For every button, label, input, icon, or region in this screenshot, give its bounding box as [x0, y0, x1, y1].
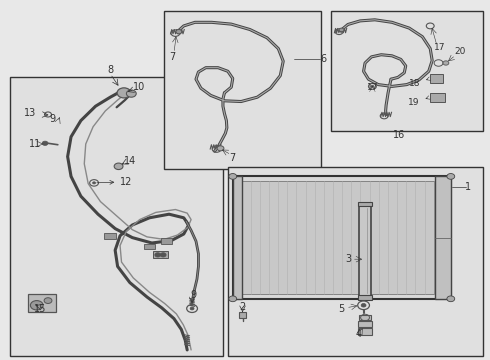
Circle shape [155, 253, 161, 257]
Text: 1: 1 [465, 182, 471, 192]
Bar [430, 93, 445, 102]
Bar [161, 238, 172, 244]
Circle shape [190, 307, 194, 310]
Bar [28, 294, 56, 312]
Text: 7: 7 [170, 52, 175, 62]
Circle shape [339, 28, 344, 32]
Bar [359, 204, 371, 297]
Circle shape [447, 174, 455, 179]
Circle shape [44, 298, 52, 303]
Circle shape [30, 301, 43, 310]
Text: 6: 6 [321, 54, 327, 64]
Circle shape [42, 141, 48, 145]
Text: 13: 13 [24, 108, 36, 118]
Text: 7: 7 [230, 153, 236, 163]
Text: 10: 10 [132, 82, 145, 93]
Bar [228, 167, 483, 356]
Text: 15: 15 [34, 304, 47, 314]
Bar [358, 295, 372, 300]
Circle shape [361, 303, 366, 307]
Bar [359, 315, 371, 320]
Text: 16: 16 [393, 130, 405, 140]
Bar [153, 251, 168, 258]
Bar [435, 176, 451, 299]
Circle shape [217, 146, 224, 151]
Text: 20: 20 [454, 47, 465, 56]
Text: 8: 8 [107, 65, 113, 75]
Text: 14: 14 [123, 156, 136, 166]
Bar [164, 11, 321, 169]
Bar [358, 321, 372, 327]
Text: 12: 12 [97, 177, 132, 187]
Bar [358, 202, 372, 206]
Circle shape [114, 163, 123, 170]
Bar [430, 74, 443, 83]
Text: 19: 19 [409, 96, 430, 107]
Text: 17: 17 [434, 43, 445, 52]
Bar [104, 233, 116, 239]
Bar [233, 176, 242, 299]
Bar [358, 328, 372, 335]
Circle shape [443, 61, 449, 65]
Text: 11: 11 [29, 139, 41, 149]
Circle shape [160, 253, 166, 257]
Bar [10, 77, 223, 356]
Circle shape [447, 296, 455, 302]
Circle shape [229, 296, 237, 302]
Bar [239, 312, 246, 318]
Text: 9: 9 [50, 114, 56, 124]
Text: 3: 3 [345, 254, 351, 264]
Circle shape [371, 85, 374, 87]
Text: 9: 9 [191, 290, 196, 300]
Text: 4: 4 [356, 329, 362, 339]
Text: 2: 2 [240, 302, 245, 312]
Bar [242, 181, 434, 294]
Circle shape [126, 90, 136, 97]
Bar [331, 11, 483, 131]
Bar [233, 176, 451, 299]
Text: 5: 5 [339, 304, 344, 314]
Circle shape [176, 30, 182, 34]
Circle shape [93, 182, 96, 184]
Bar [144, 244, 155, 249]
Circle shape [117, 88, 131, 98]
Circle shape [229, 174, 237, 179]
Text: 17: 17 [367, 83, 379, 92]
Text: 18: 18 [409, 77, 430, 88]
